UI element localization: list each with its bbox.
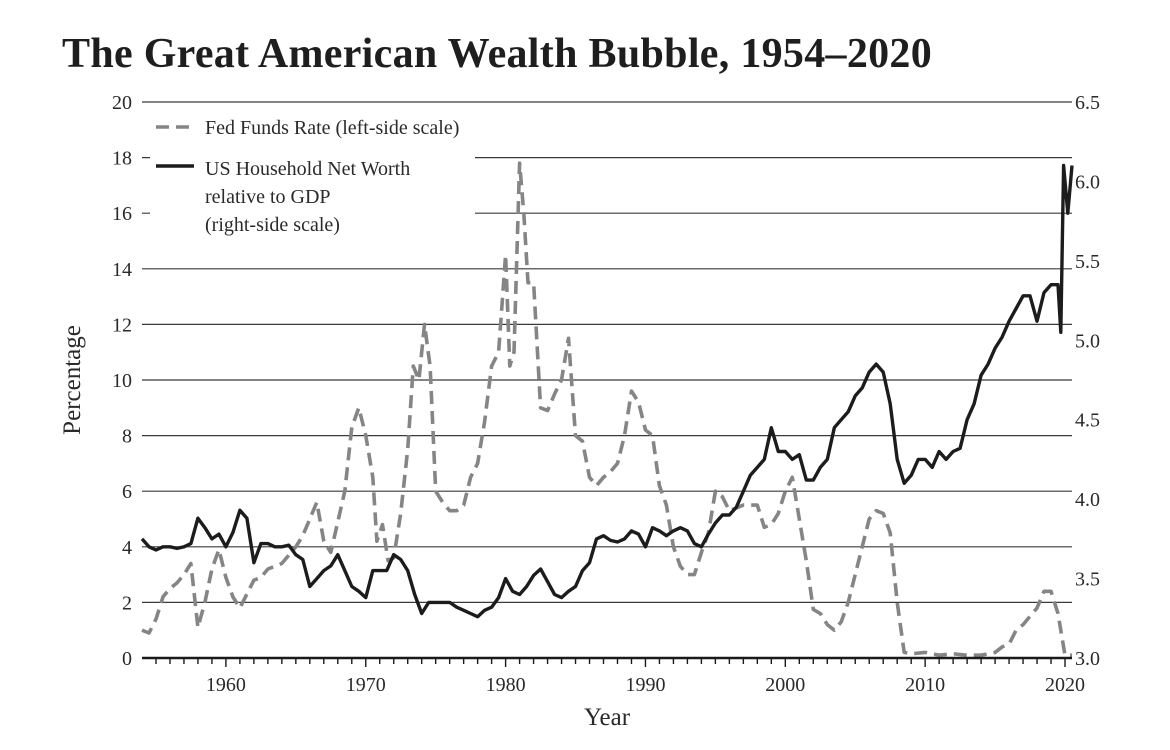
y2-tick-label: 4.0 bbox=[1075, 489, 1100, 511]
y-tick-label: 16 bbox=[112, 203, 132, 225]
x-tick-label: 1990 bbox=[625, 674, 665, 696]
axes: 0 2 4 6 8 10 12 14 16 18 20 3.0 3.5 4.0 4.5 5.0 5.5 6.0 6.… bbox=[59, 92, 1100, 731]
chart-title: The Great American Wealth Bubble, 1954–2… bbox=[62, 31, 933, 77]
y-axis-title: Percentage bbox=[59, 325, 86, 435]
y2-tick-label: 3.5 bbox=[1075, 569, 1100, 591]
y2-tick-label: 5.0 bbox=[1075, 330, 1100, 352]
y-tick-label: 6 bbox=[122, 481, 132, 503]
y-tick-label: 18 bbox=[112, 148, 132, 170]
y-tick-label: 2 bbox=[122, 592, 132, 614]
y2-tick-label: 6.0 bbox=[1075, 171, 1100, 193]
y-tick-label: 8 bbox=[122, 426, 132, 448]
y-tick-label: 14 bbox=[112, 259, 132, 281]
y-tick-label: 12 bbox=[112, 314, 132, 336]
legend-background bbox=[150, 114, 530, 142]
x-tick-label: 2000 bbox=[765, 674, 805, 696]
y-tick-label: 4 bbox=[122, 537, 132, 559]
net-worth-gdp-line bbox=[140, 163, 1074, 619]
y2-tick-label: 4.5 bbox=[1075, 410, 1100, 432]
x-tick-label: 2020 bbox=[1045, 674, 1085, 696]
y2-tick-label: 5.5 bbox=[1075, 251, 1100, 273]
x-axis-title: Year bbox=[584, 704, 631, 731]
series-layer bbox=[140, 161, 1074, 657]
legend-networth-label-line: relative to GDP bbox=[205, 186, 331, 208]
y-tick-label: 20 bbox=[112, 92, 132, 114]
x-tick-label: 1980 bbox=[486, 674, 526, 696]
legend-networth-label-line: US Household Net Worth bbox=[205, 158, 410, 180]
legend: Fed Funds Rate (left-side scale) US House… bbox=[150, 114, 530, 240]
fed-funds-rate-line bbox=[141, 161, 1072, 657]
legend-background bbox=[150, 148, 475, 240]
y2-tick-label: 3.0 bbox=[1075, 648, 1100, 670]
x-tick-label: 2010 bbox=[905, 674, 945, 696]
y-tick-label: 0 bbox=[122, 648, 132, 670]
y-tick-label: 10 bbox=[112, 370, 132, 392]
legend-fed-label: Fed Funds Rate (left-side scale) bbox=[205, 117, 459, 139]
y2-tick-label: 6.5 bbox=[1075, 92, 1100, 114]
legend-networth-label-line: (right-side scale) bbox=[205, 214, 340, 236]
x-tick-label: 1970 bbox=[346, 674, 386, 696]
x-tick-label: 1960 bbox=[206, 674, 246, 696]
